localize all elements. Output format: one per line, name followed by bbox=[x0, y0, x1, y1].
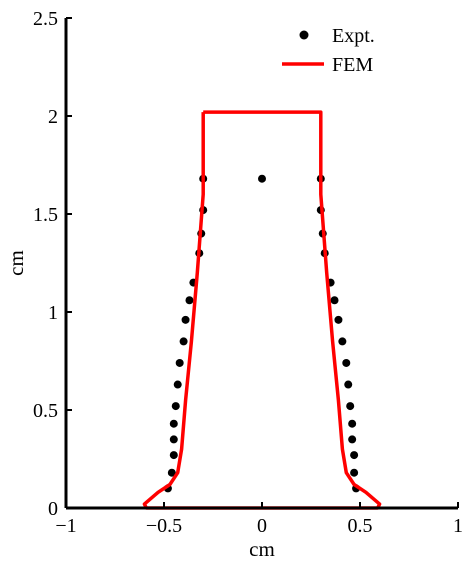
x-tick-label: −1 bbox=[55, 515, 76, 537]
expt-point bbox=[171, 402, 180, 411]
x-tick-label: −0.5 bbox=[146, 515, 182, 537]
legend-marker-expt bbox=[299, 30, 309, 40]
x-tick-label: 0.5 bbox=[348, 515, 373, 537]
expt-point bbox=[334, 315, 343, 324]
legend: Expt. FEM bbox=[282, 25, 375, 76]
axes: −1 −0.5 0 0.5 1 0 0.5 1 1.5 2 2.5 cm cm bbox=[4, 8, 463, 561]
x-tick-label: 0 bbox=[257, 515, 267, 537]
legend-label-expt: Expt. bbox=[332, 25, 375, 47]
y-tick-label: 2 bbox=[48, 106, 58, 128]
expt-point bbox=[350, 468, 359, 477]
expt-point bbox=[344, 380, 353, 389]
expt-point bbox=[173, 380, 182, 389]
expt-point bbox=[179, 337, 188, 346]
expt-point bbox=[350, 451, 359, 460]
x-axis-label: cm bbox=[249, 537, 275, 561]
expt-point bbox=[338, 337, 347, 346]
y-tick-label: 1 bbox=[48, 302, 58, 324]
expt-point bbox=[348, 435, 357, 444]
legend-label-fem: FEM bbox=[332, 54, 373, 76]
y-axis-label: cm bbox=[4, 250, 28, 276]
y-tick-label: 2.5 bbox=[33, 8, 58, 30]
expt-point bbox=[342, 358, 351, 367]
expt-point bbox=[330, 296, 339, 305]
y-tick-label: 0.5 bbox=[33, 400, 58, 422]
expt-point bbox=[185, 296, 194, 305]
expt-point bbox=[181, 315, 190, 324]
expt-point bbox=[258, 174, 266, 183]
expt-point bbox=[169, 419, 178, 428]
x-tick-label: 1 bbox=[453, 515, 463, 537]
fem-line bbox=[142, 110, 382, 510]
expt-point bbox=[169, 435, 178, 444]
expt-point bbox=[346, 402, 355, 411]
expt-point bbox=[348, 419, 357, 428]
expt-point bbox=[175, 358, 184, 367]
expt-point bbox=[167, 468, 176, 477]
y-tick-label: 1.5 bbox=[33, 204, 58, 226]
y-tick-label: 0 bbox=[48, 498, 58, 520]
plot-area bbox=[142, 110, 382, 510]
expt-point bbox=[169, 451, 178, 460]
